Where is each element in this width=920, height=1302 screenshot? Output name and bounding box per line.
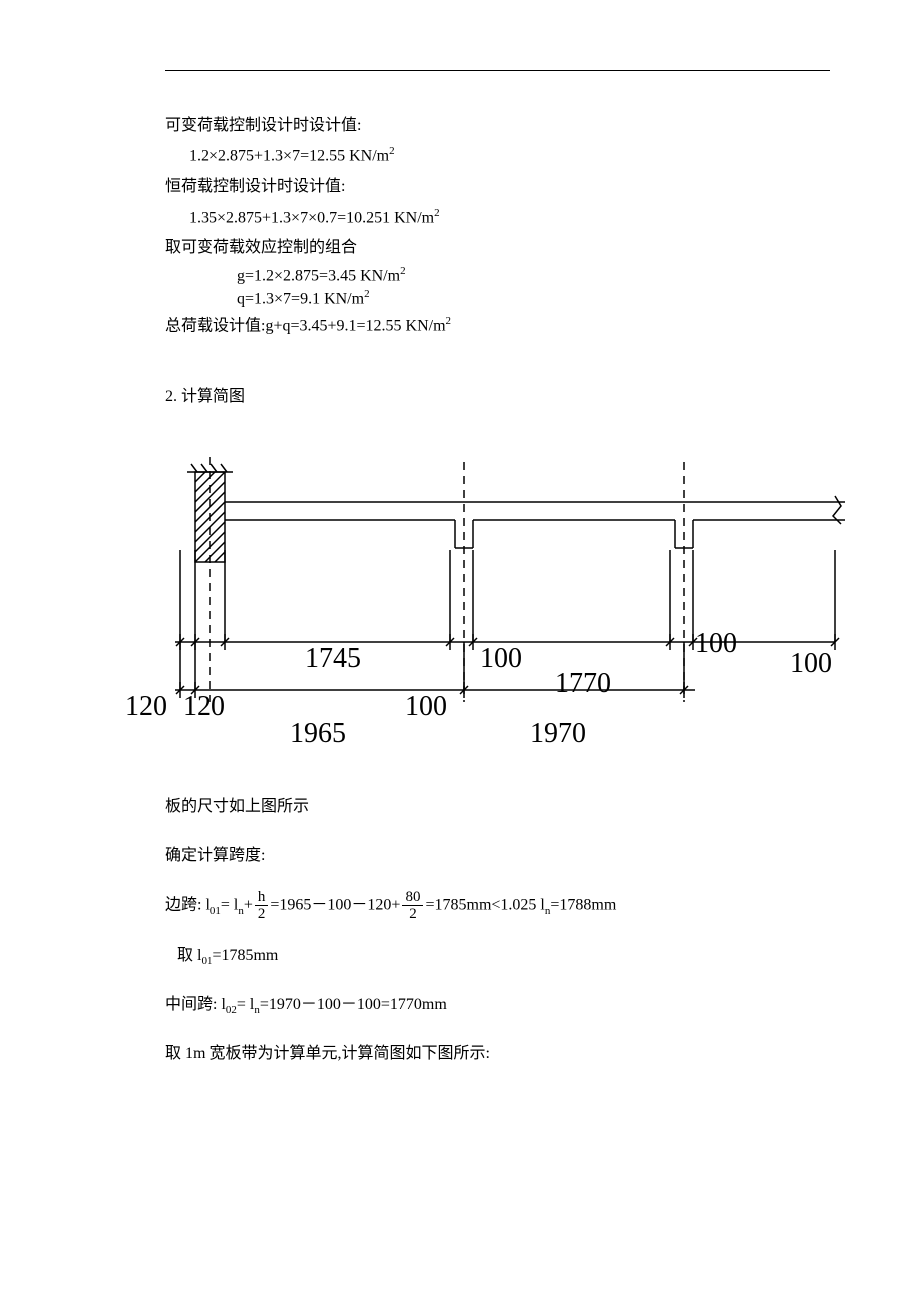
unit-sq: 2 — [364, 288, 370, 300]
dim-label: 100 — [480, 632, 522, 685]
frac-80-2: 802 — [402, 889, 423, 923]
dim-label: 100 — [405, 680, 447, 733]
t: =1785mm<1.025 l — [425, 897, 544, 914]
sub: 01 — [201, 955, 212, 967]
line-dims-shown: 板的尺寸如上图所示 — [165, 792, 830, 822]
unit-sq: 2 — [389, 145, 395, 157]
line-variable-load-calc: 1.2×2.875+1.3×7=12.55 KN/m2 — [165, 141, 830, 172]
line-variable-load-title: 可变荷载控制设计时设计值: — [165, 111, 830, 141]
line-take-l01: 取 l01=1785mm — [165, 941, 830, 972]
calc-text: 总荷载设计值:g+q=3.45+9.1=12.55 KN/m — [165, 317, 446, 334]
unit-sq: 2 — [446, 315, 452, 327]
line-q: q=1.3×7=9.1 KN/m2 — [165, 287, 830, 311]
den: 2 — [255, 906, 269, 923]
line-edge-span: 边跨: l01= ln+h2=1965－100－120+802=1785mm<1… — [165, 889, 830, 923]
line-dead-load-calc: 1.35×2.875+1.3×7×0.7=10.251 KN/m2 — [165, 203, 830, 234]
frac-h2: h2 — [255, 889, 269, 923]
unit-sq: 2 — [400, 265, 406, 277]
dim-label: 100 — [695, 617, 737, 670]
dim-label: 120 — [125, 680, 167, 733]
section-2-title: 2. 计算简图 — [165, 382, 830, 412]
line-combo-title: 取可变荷载效应控制的组合 — [165, 233, 830, 263]
calc-text: 1.2×2.875+1.3×7=12.55 KN/m — [189, 148, 389, 165]
dim-label: 1745 — [305, 632, 361, 685]
dim-label: 100 — [790, 637, 832, 690]
t: 边跨: l — [165, 897, 210, 914]
line-total: 总荷载设计值:g+q=3.45+9.1=12.55 KN/m2 — [165, 311, 830, 342]
dim-label: 1965 — [290, 707, 346, 760]
diagram-svg — [135, 442, 845, 732]
t: 取 l — [177, 947, 201, 964]
t: =1970－100－100=1770mm — [260, 996, 447, 1013]
t: 中间跨: l — [165, 996, 226, 1013]
after-diagram-block: 板的尺寸如上图所示 确定计算跨度: 边跨: l01= ln+h2=1965－10… — [165, 792, 830, 1069]
line-g: g=1.2×2.875=3.45 KN/m2 — [165, 264, 830, 288]
top-rule — [165, 70, 830, 71]
num: h — [255, 889, 269, 907]
t: =1788mm — [550, 897, 616, 914]
t: =1785mm — [212, 947, 278, 964]
dim-label: 1970 — [530, 707, 586, 760]
line-dead-load-title: 恒荷载控制设计时设计值: — [165, 172, 830, 202]
calc-text: q=1.3×7=9.1 KN/m — [237, 291, 364, 308]
t: = l — [237, 996, 254, 1013]
dim-label: 120 — [183, 680, 225, 733]
den: 2 — [402, 906, 423, 923]
dim-label: 1770 — [555, 657, 611, 710]
num: 80 — [402, 889, 423, 907]
calc-text: 1.35×2.875+1.3×7×0.7=10.251 KN/m — [189, 209, 434, 226]
unit-sq: 2 — [434, 207, 440, 219]
t: + — [244, 897, 253, 914]
line-determine-span: 确定计算跨度: — [165, 841, 830, 871]
line-1m-strip: 取 1m 宽板带为计算单元,计算简图如下图所示: — [165, 1039, 830, 1069]
calc-text: g=1.2×2.875=3.45 KN/m — [237, 267, 400, 284]
document-page: 可变荷载控制设计时设计值: 1.2×2.875+1.3×7=12.55 KN/m… — [0, 0, 920, 1302]
line-mid-span: 中间跨: l02= ln=1970－100－100=1770mm — [165, 990, 830, 1021]
t: =1965－100－120+ — [270, 897, 400, 914]
sub: 01 — [210, 905, 221, 917]
t: = l — [221, 897, 238, 914]
slab-section-diagram: 1745100100177010010012012019651970 — [135, 442, 845, 732]
sub: 02 — [226, 1004, 237, 1016]
